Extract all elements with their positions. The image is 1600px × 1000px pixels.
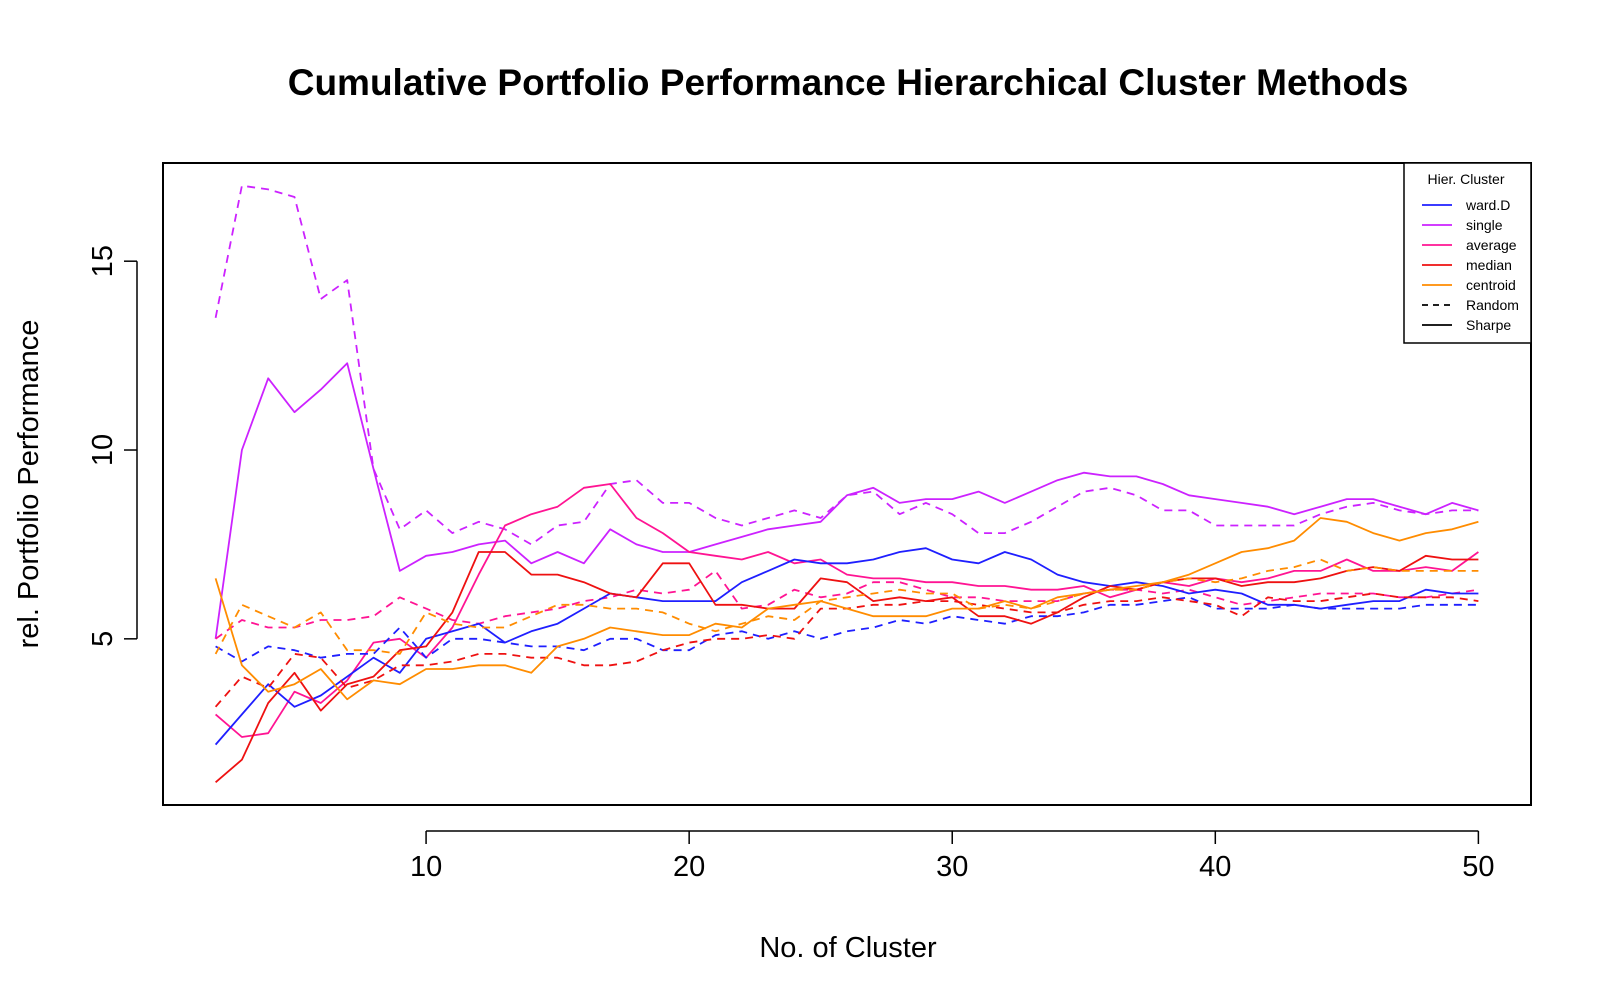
series-layer <box>214 184 1479 783</box>
legend-label-random: Random <box>1466 297 1519 313</box>
legend-label-centroid: centroid <box>1466 277 1516 293</box>
legend-box <box>1403 162 1532 344</box>
legend-label-ward-d: ward.D <box>1465 197 1510 213</box>
x-tick-label: 40 <box>1199 851 1231 883</box>
legend-label-median: median <box>1466 257 1512 273</box>
series-line-centroid-random <box>214 558 1479 655</box>
x-tick-label: 10 <box>410 851 442 883</box>
series-line-median-sharpe <box>215 551 1479 783</box>
series-line-average-sharpe <box>215 483 1479 738</box>
plot-frame <box>162 162 1532 806</box>
y-tick-label: 15 <box>87 245 119 277</box>
x-tick-label: 20 <box>673 851 705 883</box>
chart-title: Cumulative Portfolio Performance Hierarc… <box>288 62 1409 103</box>
series-line-ward-d-sharpe <box>214 547 1479 746</box>
y-tick-label: 10 <box>87 434 119 466</box>
y-axis: 5 10 15 <box>87 245 138 647</box>
series-line-average-random <box>215 570 1479 640</box>
legend-label-single: single <box>1466 217 1503 233</box>
series-line-centroid-sharpe <box>214 517 1479 701</box>
series-line-single-random <box>214 184 1479 546</box>
x-tick-label: 50 <box>1462 851 1494 883</box>
legend-label-average: average <box>1466 237 1517 253</box>
x-axis: 10 20 30 40 50 <box>410 830 1495 883</box>
y-tick-label: 5 <box>87 631 119 647</box>
x-tick-label: 30 <box>936 851 968 883</box>
series-line-ward-d-random <box>215 596 1479 663</box>
series-line-single-sharpe <box>214 362 1479 639</box>
legend: Hier. Cluster ward.D single average median c… <box>1403 162 1532 344</box>
legend-title: Hier. Cluster <box>1427 171 1504 187</box>
y-axis-title: rel. Portfolio Performance <box>13 320 45 649</box>
legend-label-sharpe: Sharpe <box>1466 317 1511 333</box>
x-axis-title: No. of Cluster <box>759 932 937 964</box>
